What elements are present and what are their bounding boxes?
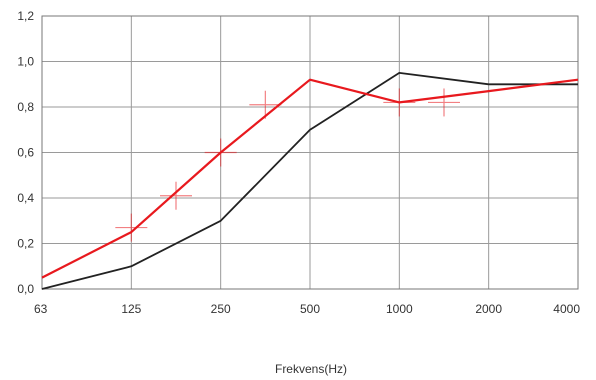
series-line-1 [41,72,578,290]
marker-cross [204,138,237,167]
y-tick-label: 0,2 [17,237,34,251]
grid [41,15,579,290]
y-tick-labels: 0,0 0,2 0,4 0,6 0,8 1,0 1,2 [17,9,34,296]
marker-cross [249,90,282,119]
y-tick-label: 1,0 [17,55,34,69]
x-tick-label: 125 [121,302,141,316]
x-tick-label: 2000 [475,302,502,316]
x-tick-label: 4000 [553,302,580,316]
y-tick-label: 0,0 [17,282,34,296]
x-tick-label: 63 [34,302,48,316]
y-tick-label: 0,4 [17,191,34,205]
plot-frame [41,15,579,290]
y-tick-label: 1,2 [17,9,34,23]
y-tick-label: 0,8 [17,100,34,114]
x-tick-labels: 63 125 250 500 1000 2000 4000 [34,302,580,316]
x-tick-label: 250 [211,302,231,316]
marker-cross [383,88,416,117]
marker-cross [428,88,460,117]
x-tick-label: 1000 [386,302,413,316]
marker-cross [160,181,192,210]
y-tick-label: 0,6 [17,146,34,160]
x-tick-label: 500 [300,302,320,316]
marker-cross [115,213,148,242]
x-axis-title: Frekvens(Hz) [275,362,347,376]
marker-crosses [115,88,460,242]
